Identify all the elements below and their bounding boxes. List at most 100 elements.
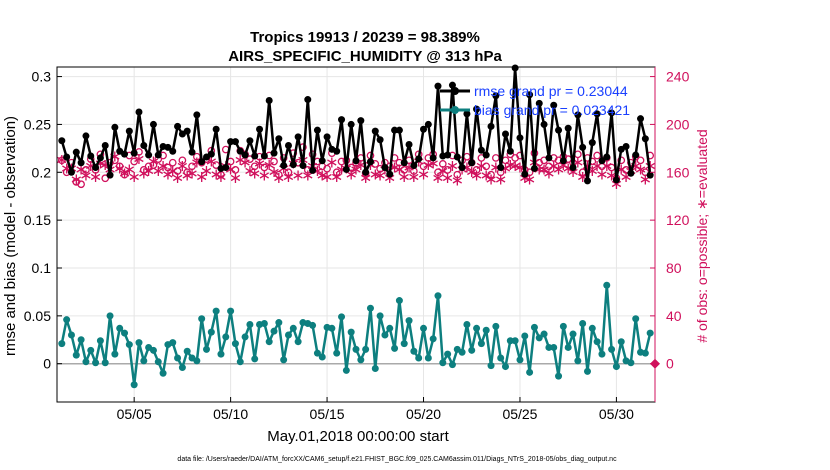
bias-point bbox=[371, 365, 379, 372]
legend-bias-label: bias grand pr = 0.023421 bbox=[474, 102, 630, 118]
bias-point bbox=[559, 322, 567, 330]
possible-count-marker bbox=[183, 168, 192, 177]
rmse-point bbox=[149, 120, 157, 128]
evaluated-count-marker: ∗ bbox=[595, 166, 608, 183]
bias-point bbox=[362, 345, 370, 353]
possible-count-marker bbox=[188, 162, 196, 171]
evaluated-count-marker: ∗ bbox=[161, 166, 174, 183]
evaluated-count-marker: ∗ bbox=[253, 156, 266, 173]
rmse-point bbox=[371, 127, 379, 135]
rmse-point bbox=[58, 137, 66, 145]
rmse-point bbox=[574, 111, 582, 119]
bias-point bbox=[386, 324, 394, 332]
y-tick-label: 0.2 bbox=[32, 164, 52, 180]
series-layer: ∗∗∗∗∗∗∗∗∗∗∗∗∗∗∗∗∗∗∗∗∗∗∗∗∗∗∗∗∗∗∗∗∗∗∗∗∗∗∗∗… bbox=[55, 64, 660, 389]
rmse-point bbox=[256, 125, 264, 133]
bias-point bbox=[198, 315, 206, 323]
rmse-point bbox=[453, 153, 461, 161]
possible-count-marker bbox=[274, 170, 283, 179]
rmse-point bbox=[227, 138, 235, 146]
rmse-point bbox=[246, 137, 254, 145]
evaluated-count-marker: ∗ bbox=[407, 169, 420, 186]
bias-point bbox=[270, 327, 278, 335]
bias-point bbox=[72, 351, 80, 359]
rmse-point bbox=[231, 138, 239, 146]
rmse-point bbox=[260, 152, 268, 160]
rmse-point bbox=[448, 81, 456, 89]
possible-count-marker bbox=[149, 161, 158, 169]
rmse-point bbox=[222, 164, 230, 171]
bias-point bbox=[318, 353, 326, 361]
rmse-point bbox=[473, 105, 481, 113]
rmse-point bbox=[632, 151, 640, 159]
right-axis-ticks: 0 40 80 120 160 200 240 bbox=[650, 69, 690, 372]
evaluated-count-marker: ∗ bbox=[325, 155, 338, 172]
rmse-point bbox=[487, 122, 495, 130]
data-file-footer: data file: /Users/raeder/DAI/ATM_forcXX/… bbox=[177, 456, 617, 463]
rmse-point bbox=[77, 159, 85, 167]
possible-count-marker bbox=[438, 160, 447, 168]
bias-point bbox=[632, 315, 640, 323]
possible-count-marker bbox=[144, 162, 153, 171]
rmse-point bbox=[347, 120, 355, 128]
rmse-point bbox=[193, 111, 201, 119]
rmse-point bbox=[598, 157, 606, 165]
rmse-point bbox=[434, 82, 442, 90]
bias-point bbox=[140, 357, 148, 365]
rmse-point bbox=[121, 150, 129, 158]
bias-point bbox=[251, 355, 259, 363]
bias-point bbox=[333, 349, 341, 357]
possible-count-marker bbox=[115, 162, 124, 171]
bias-point bbox=[87, 346, 95, 354]
bias-point bbox=[280, 356, 288, 364]
bias-point bbox=[458, 348, 466, 356]
bias-point bbox=[347, 328, 355, 336]
legend: rmse grand pr = 0.23044 bias grand pr = … bbox=[440, 83, 630, 118]
evaluated-count-marker: ∗ bbox=[262, 157, 275, 174]
y-tick-label: 0 bbox=[43, 356, 51, 372]
bias-point bbox=[400, 340, 408, 348]
bias-point bbox=[612, 363, 620, 371]
rmse-point bbox=[183, 127, 191, 135]
bias-point bbox=[96, 337, 104, 345]
rmse-point bbox=[463, 110, 471, 118]
rmse-point bbox=[608, 109, 616, 117]
rmse-point bbox=[521, 170, 529, 178]
bias-point bbox=[101, 359, 109, 367]
rmse-point bbox=[420, 125, 428, 133]
rmse-point bbox=[241, 151, 249, 159]
rmse-point bbox=[593, 110, 601, 118]
rmse-point bbox=[154, 151, 162, 159]
bias-point bbox=[506, 337, 514, 345]
rmse-point bbox=[395, 126, 403, 134]
possible-count-marker bbox=[164, 163, 172, 172]
evaluated-count-marker: ∗ bbox=[465, 164, 478, 181]
possible-count-marker bbox=[178, 156, 187, 165]
bias-point bbox=[231, 340, 239, 348]
bias-line bbox=[60, 283, 652, 387]
y-tick-label: 0.1 bbox=[32, 260, 52, 276]
bias-point bbox=[646, 329, 654, 337]
rmse-point bbox=[318, 157, 326, 165]
y-tick-label: 0.25 bbox=[24, 116, 51, 132]
evaluated-count-marker: ∗ bbox=[123, 162, 136, 179]
evaluated-count-marker: ∗ bbox=[552, 162, 565, 179]
bias-point bbox=[381, 331, 389, 339]
bias-point bbox=[530, 323, 538, 331]
bias-point bbox=[294, 338, 302, 346]
bias-point bbox=[149, 346, 157, 354]
possible-count-marker bbox=[260, 163, 269, 172]
evaluated-count-marker: ∗ bbox=[494, 171, 507, 188]
rmse-point bbox=[323, 133, 331, 141]
bias-point bbox=[415, 354, 423, 362]
rmse-point bbox=[338, 116, 346, 124]
possible-count-marker bbox=[139, 166, 148, 174]
rmse-point bbox=[458, 164, 466, 171]
evaluated-count-marker: ∗ bbox=[451, 172, 464, 189]
evaluated-count-marker: ∗ bbox=[171, 170, 184, 187]
evaluated-count-marker: ∗ bbox=[200, 163, 213, 180]
bias-point bbox=[497, 354, 505, 362]
bias-point bbox=[328, 324, 336, 332]
rmse-point bbox=[641, 135, 649, 143]
rmse-point bbox=[603, 153, 611, 161]
